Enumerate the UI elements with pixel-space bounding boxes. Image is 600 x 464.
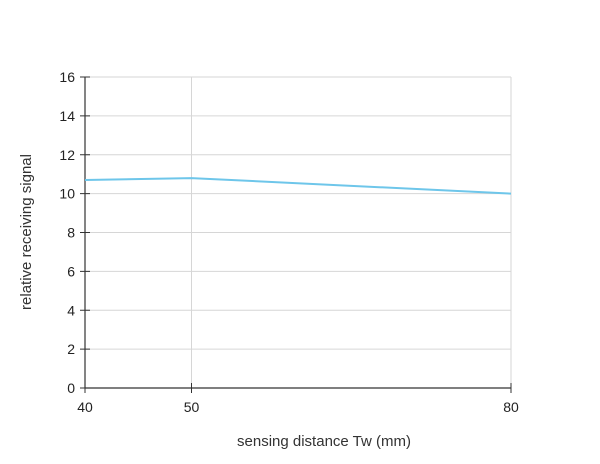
grid: [85, 76, 512, 388]
y-tick-label: 16: [59, 69, 75, 85]
x-tick-label: 50: [184, 399, 200, 415]
y-tick-label: 6: [67, 263, 75, 279]
y-tick-label: 4: [67, 302, 75, 318]
x-tick-label: 80: [503, 399, 519, 415]
y-tick-label: 14: [59, 108, 75, 124]
y-tick-label: 12: [59, 147, 75, 163]
series-line: [84, 177, 512, 195]
series: [84, 177, 512, 195]
y-axis-label: relative receiving signal: [18, 154, 35, 310]
tick-labels: 0 2 4 6 8 10 12 14 16 40 50 80: [59, 69, 519, 415]
x-axis-label: sensing distance Tw (mm): [237, 433, 411, 450]
y-tick-label: 2: [67, 341, 75, 357]
y-tick-label: 0: [67, 380, 75, 396]
x-tick-label: 40: [77, 399, 93, 415]
y-tick-label: 10: [59, 186, 75, 202]
axes: [80, 76, 512, 393]
y-tick-label: 8: [67, 225, 75, 241]
